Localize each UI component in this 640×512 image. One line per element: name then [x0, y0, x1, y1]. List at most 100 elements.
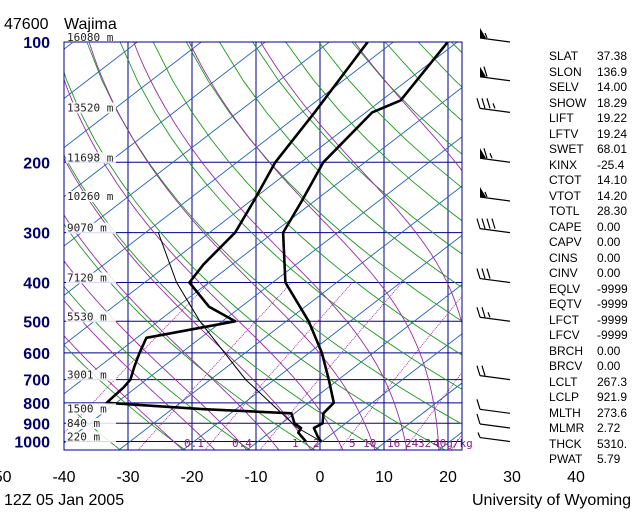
index-value: -9999: [597, 297, 628, 311]
index-label: BRCV: [549, 359, 583, 373]
wind-barb: [479, 66, 511, 82]
wind-barb: [476, 307, 511, 322]
temperature-tick-label: 30: [503, 469, 521, 486]
index-label: LCLP: [549, 390, 580, 404]
index-value: 14.10: [597, 173, 628, 187]
temperature-tick-label: 10: [375, 469, 393, 486]
pressure-tick-label: 100: [23, 35, 50, 52]
index-label: PWAT: [549, 452, 583, 466]
moist-adiabat-line: [64, 78, 344, 450]
index-label: THCK: [549, 436, 582, 451]
temperature-tick-label: -20: [180, 469, 203, 486]
moist-adiabat-line: [64, 299, 216, 450]
index-value: 19.22: [597, 111, 628, 125]
index-row: CAPV 0.00: [549, 235, 635, 251]
parcel-profile-line: [157, 232, 322, 442]
index-value: 267.3: [597, 374, 628, 389]
index-value: 0.00: [597, 266, 621, 280]
index-value: 0.00: [597, 219, 621, 234]
index-row: TOTL 28.30: [549, 204, 635, 220]
index-value: 0.00: [597, 343, 621, 358]
index-label: LCLT: [549, 374, 578, 389]
dry-adiabat-line: [64, 154, 381, 450]
wind-barb: [479, 148, 511, 163]
dewpoint-profile-line: [105, 42, 369, 443]
height-label-bg: [66, 403, 116, 415]
index-value: 28.30: [597, 204, 628, 218]
index-value: 0.00: [597, 235, 621, 249]
moist-adiabat-line: [64, 260, 248, 450]
height-label: 1500 m: [67, 402, 107, 415]
height-label: 5530 m: [67, 310, 107, 323]
mixing-ratio-line: [137, 282, 292, 450]
index-row: SLAT 37.38: [549, 49, 635, 65]
wind-barb: [476, 268, 511, 284]
wind-barb: [479, 28, 511, 43]
pressure-tick-label: 500: [23, 314, 50, 331]
wind-barb: [477, 432, 511, 443]
wind-barbs: [476, 28, 511, 443]
mixing-ratio-line: [64, 282, 210, 434]
height-label: 9070 m: [67, 222, 107, 235]
index-row: THCK 5310.: [549, 437, 635, 453]
index-row: EQLV -9999: [549, 282, 635, 298]
station-id: 47600: [4, 16, 49, 33]
wind-barb: [476, 399, 511, 414]
index-label: CAPV: [549, 235, 582, 249]
index-value: 37.38: [597, 49, 628, 63]
index-row: CTOT 14.10: [549, 173, 635, 189]
index-row: VTOT 14.20: [549, 189, 635, 205]
index-row: CAPE 0.00: [549, 220, 635, 236]
isotherm-line: [310, 333, 462, 450]
moist-adiabat-line: [260, 42, 462, 326]
sounding-time: 12Z 05 Jan 2005: [4, 492, 124, 509]
index-label: EQLV: [549, 281, 581, 296]
mixing-ratio-line: [338, 295, 462, 450]
index-row: MLTH 273.6: [549, 406, 635, 422]
isotherm-line: [64, 87, 462, 395]
index-label: LIFT: [549, 111, 574, 125]
dry-adiabat-line: [64, 70, 446, 450]
height-label-bg: [66, 190, 116, 202]
height-label: 220 m: [67, 431, 100, 444]
index-value: 68.01: [597, 142, 628, 156]
dry-adiabat-line: [86, 42, 462, 425]
isotherm-line: [64, 42, 266, 198]
isotherm-line: [64, 42, 458, 346]
dry-adiabat-line: [219, 42, 462, 288]
wind-barb: [476, 98, 511, 113]
index-row: CINS 0.00: [549, 251, 635, 267]
dry-adiabat-line: [119, 42, 462, 390]
index-label: SLAT: [549, 49, 579, 63]
mixing-ratio-lines: [64, 282, 462, 450]
index-value: 19.24: [597, 126, 628, 141]
mixing-ratio-label: 2: [313, 437, 320, 450]
temperature-tick-label: 20: [439, 469, 457, 486]
index-label: LFCV: [549, 328, 580, 342]
index-label: SELV: [549, 80, 579, 94]
isotherm-line: [118, 185, 462, 450]
index-row: LFCT -9999: [549, 313, 635, 329]
pressure-tick-label: 200: [23, 155, 50, 172]
wind-barb: [479, 186, 511, 202]
height-label-bg: [66, 152, 116, 164]
index-label: MLTH: [549, 405, 581, 420]
isotherm-line: [0, 42, 9, 450]
index-row: PWAT 5.79: [549, 452, 635, 468]
mixing-ratio-line: [204, 282, 353, 450]
pressure-tick-label: 800: [23, 396, 50, 413]
index-label: SLON: [549, 64, 582, 79]
temperature-profile-line: [281, 42, 449, 443]
moist-adiabat-line: [64, 157, 312, 450]
pressure-tick-label: 400: [23, 276, 50, 293]
temperature-tick-label: 0: [316, 469, 325, 486]
index-row: LCLP 921.9: [549, 390, 635, 406]
index-row: SHOW 18.29: [549, 96, 635, 112]
height-label-bg: [66, 369, 116, 381]
index-value: 0.00: [597, 250, 621, 265]
index-value: -9999: [597, 312, 628, 327]
index-row: CINV 0.00: [549, 266, 635, 282]
index-label: SHOW: [549, 95, 587, 110]
index-value: -9999: [597, 328, 628, 342]
index-row: SLON 136.9: [549, 65, 635, 81]
